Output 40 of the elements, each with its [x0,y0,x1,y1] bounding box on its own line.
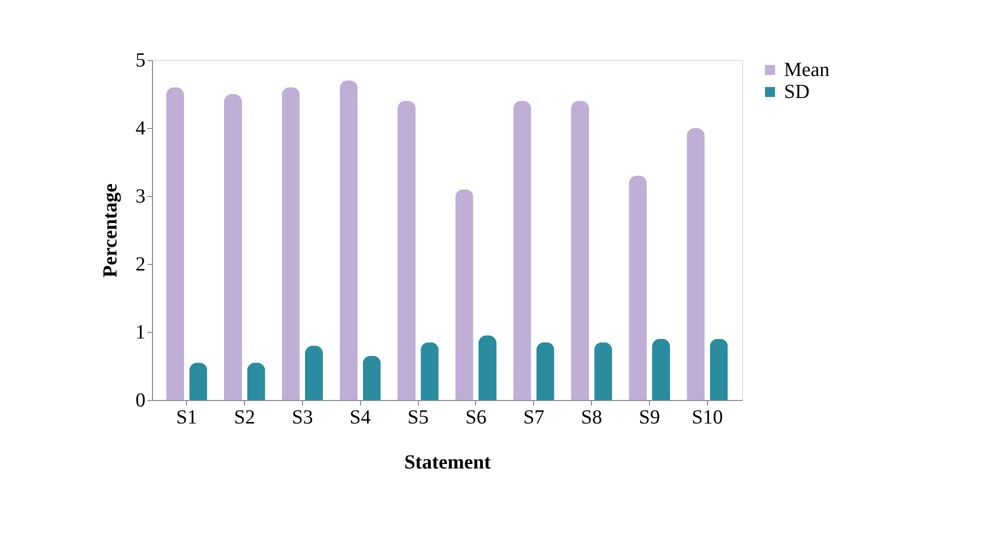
bar [282,87,300,400]
bar [420,342,439,400]
bar [224,94,242,400]
y-tick-label: 4 [136,118,146,140]
x-tick-label: S2 [234,406,256,428]
bar [455,189,474,400]
x-tick-label: S7 [523,406,544,428]
bar [536,342,554,400]
x-axis-title: Statement [404,452,492,474]
bar [571,100,590,400]
bar [166,87,184,400]
bar [652,338,670,400]
y-tick-label: 3 [136,186,146,208]
x-tick-label: S10 [692,406,723,428]
legend-label: Mean [784,59,830,81]
bar [362,356,381,400]
bar [340,80,358,400]
bar [247,362,266,400]
bar [686,128,705,400]
x-tick-label: S9 [638,406,660,428]
x-tick-label: S6 [465,406,486,428]
bar [513,100,532,400]
bar [304,346,323,400]
x-tick-label: S5 [408,406,429,428]
x-tick-label: S4 [350,406,371,428]
bar [710,338,728,400]
bar [594,342,612,400]
x-tick-label: S3 [292,406,313,428]
x-tick-label: S8 [581,406,602,428]
legend-label: SD [784,81,810,103]
y-tick-label: 2 [136,254,146,276]
y-axis-title: Percentage [100,183,122,278]
y-tick-label: 0 [136,390,146,412]
bar [189,362,208,400]
bar [398,100,416,400]
y-tick-label: 1 [136,322,146,344]
bar [628,176,647,400]
x-tick-label: S1 [176,406,198,428]
y-tick-label: 5 [136,50,146,72]
bar [478,335,496,400]
